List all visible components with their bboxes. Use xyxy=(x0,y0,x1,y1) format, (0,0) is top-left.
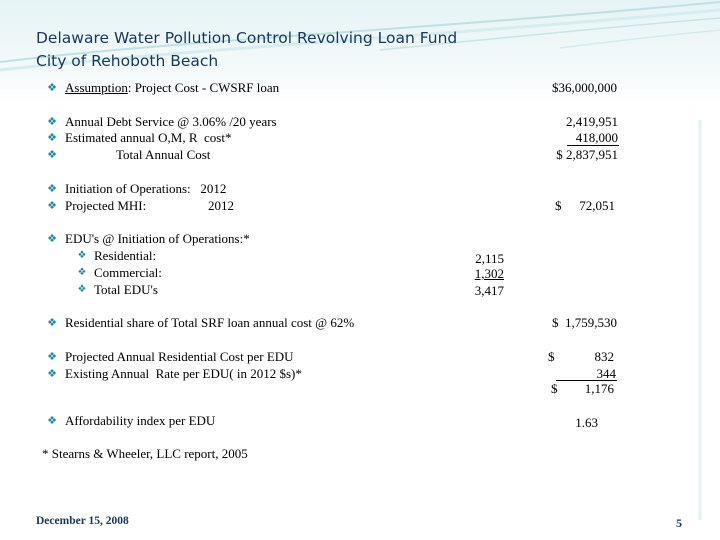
mhi-value: 72,051 xyxy=(579,198,615,213)
bullet-icon: ❖ xyxy=(47,149,57,161)
sub-bullet-icon: ❖ xyxy=(77,267,87,278)
total-edu-value: 3,417 xyxy=(474,283,504,298)
bullet-icon: ❖ xyxy=(47,200,57,212)
omr-underline xyxy=(567,145,619,146)
commercial-label: Commercial: xyxy=(94,265,162,280)
title-line-1: Delaware Water Pollution Control Revolvi… xyxy=(36,29,458,47)
bullet-icon: ❖ xyxy=(47,183,57,195)
title-line-2: City of Rehoboth Beach xyxy=(36,52,219,70)
residential-share-label: Residential share of Total SRF loan annu… xyxy=(65,315,355,330)
assumption-text: : Project Cost - CWSRF loan xyxy=(127,80,280,95)
existing-rate-label: Existing Annual Rate per EDU( in 2012 $s… xyxy=(65,366,302,381)
bullet-icon: ❖ xyxy=(47,415,57,427)
bullet-icon: ❖ xyxy=(47,351,57,363)
mhi-label: Projected MHI: 2012 xyxy=(65,198,234,213)
debt-service-value: 2,419,951 xyxy=(566,114,618,129)
existing-rate-value: 344 xyxy=(596,366,617,381)
projected-residential-label: Projected Annual Residential Cost per ED… xyxy=(65,349,294,364)
initiation-label: Initiation of Operations: 2012 xyxy=(65,181,227,196)
bullet-icon: ❖ xyxy=(47,317,57,329)
page-number: 5 xyxy=(676,516,682,530)
commercial-value: 1,302 xyxy=(474,266,504,281)
affordability-label: Affordability index per EDU xyxy=(65,413,216,428)
residential-share-value: $ 1,759,530 xyxy=(552,315,617,330)
edu-label: EDU's @ Initiation of Operations:* xyxy=(65,231,250,246)
debt-service-label: Annual Debt Service @ 3.06% /20 years xyxy=(65,114,277,129)
footer-date: December 15, 2008 xyxy=(36,515,129,527)
mhi-dollar: $ xyxy=(555,198,562,213)
footnote: * Stearns & Wheeler, LLC report, 2005 xyxy=(42,446,248,461)
slide-title: Delaware Water Pollution Control Revolvi… xyxy=(36,27,457,73)
sub-bullet-icon: ❖ xyxy=(77,250,87,261)
omr-cost-value: 418,000 xyxy=(575,130,618,145)
affordability-value: 1.63 xyxy=(575,415,598,430)
assumption-value: $36,000,000 xyxy=(552,80,617,95)
bullet-icon: ❖ xyxy=(47,116,57,128)
bullet-icon: ❖ xyxy=(47,233,57,245)
residential-label: Residential: xyxy=(94,248,157,263)
total-annual-cost-value: $ 2,837,951 xyxy=(556,147,618,162)
existing-underline xyxy=(556,380,617,381)
assumption-line: Assumption: Project Cost - CWSRF loan xyxy=(65,80,279,96)
projected-residential-dollar: $ xyxy=(548,349,555,364)
total-edu-label: Total EDU's xyxy=(94,282,158,297)
total-annual-cost-label: Total Annual Cost xyxy=(116,147,211,162)
residential-value: 2,115 xyxy=(475,251,504,266)
sum-value: 1,176 xyxy=(584,381,614,396)
omr-cost-label: Estimated annual O,M, R cost* xyxy=(65,130,232,145)
projected-residential-value: 832 xyxy=(594,349,615,364)
bullet-icon: ❖ xyxy=(47,368,57,380)
sum-dollar: $ xyxy=(551,381,558,396)
bullet-icon: ❖ xyxy=(47,132,57,144)
bullet-icon: ❖ xyxy=(47,82,57,94)
assumption-label: Assumption xyxy=(65,80,128,95)
sub-bullet-icon: ❖ xyxy=(77,284,87,295)
